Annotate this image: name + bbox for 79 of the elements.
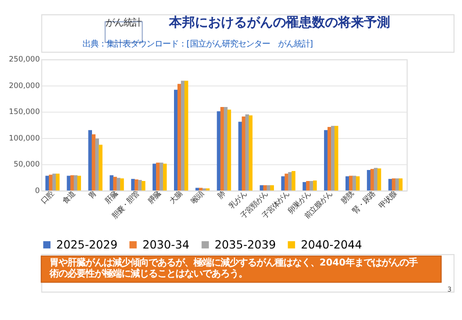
bar <box>284 174 288 190</box>
bar <box>348 176 353 190</box>
bar <box>152 164 156 190</box>
legend-label: 2025-2029 <box>56 238 118 252</box>
chart-title: 本邦におけるがんの罹患数の将来予測 <box>168 14 390 30</box>
bar <box>242 116 246 190</box>
bar <box>52 174 56 190</box>
bar <box>395 178 400 190</box>
bar <box>120 178 124 190</box>
bar <box>263 185 267 190</box>
bar <box>92 134 96 190</box>
bar <box>177 84 182 190</box>
bar <box>328 126 332 190</box>
bar <box>195 188 200 190</box>
bar <box>134 179 138 190</box>
bar <box>98 144 102 190</box>
legend-label: 2040-2044 <box>300 238 362 252</box>
bar <box>56 174 60 190</box>
bar <box>334 126 338 190</box>
bar <box>48 174 53 190</box>
bar <box>292 171 296 190</box>
bar <box>216 111 221 190</box>
bar <box>66 176 71 190</box>
bar <box>95 138 99 190</box>
bar <box>160 162 164 190</box>
bar <box>77 176 82 190</box>
source-note: 出典：集計表ダウンロード：[国立がん研究センター がん統計] <box>82 38 314 48</box>
bar <box>377 168 382 190</box>
text: がん統計 <box>106 17 142 28</box>
bar <box>224 107 228 190</box>
bar <box>366 170 371 190</box>
bar <box>220 107 224 190</box>
bar <box>198 188 203 190</box>
bar <box>266 185 270 190</box>
bar <box>138 180 142 190</box>
bar <box>345 176 350 190</box>
bar <box>398 178 403 190</box>
bar <box>113 176 117 190</box>
bar <box>245 114 250 190</box>
bar <box>116 178 120 190</box>
bar <box>270 185 274 190</box>
bar <box>227 110 232 190</box>
bar <box>184 80 188 190</box>
bar <box>302 182 306 190</box>
bar <box>313 180 317 190</box>
bar <box>392 178 396 190</box>
text: 胃や肝臓がんは減少傾向であるが、極端に減少するがん種はなく、2040年まではがんの手術の必要性が極端に減じることはないであろう。 <box>48 257 418 280</box>
bar <box>131 178 135 190</box>
bar <box>288 172 292 190</box>
bar <box>180 80 185 190</box>
bar <box>331 126 335 190</box>
bar <box>248 115 253 190</box>
bar <box>310 181 314 190</box>
y-tick-label: 100,000 <box>8 133 40 142</box>
bar <box>156 162 160 190</box>
bar <box>45 176 50 190</box>
bar <box>370 168 374 190</box>
bar <box>110 175 114 190</box>
bar <box>356 176 360 190</box>
bar <box>281 176 285 190</box>
bar <box>163 164 167 190</box>
bar <box>174 90 178 190</box>
bar <box>142 181 146 190</box>
bar <box>74 175 78 190</box>
bar <box>388 178 392 190</box>
bar <box>238 122 242 190</box>
y-tick-label: 50,000 <box>14 160 40 169</box>
bar <box>374 168 378 190</box>
legend-label: 2030-34 <box>142 238 190 252</box>
bar <box>260 185 264 190</box>
legend-label: 2035-2039 <box>214 238 276 252</box>
y-tick-label: 250,000 <box>8 54 40 64</box>
bar <box>70 175 74 190</box>
y-tick-label: 200,000 <box>8 80 40 90</box>
bar <box>324 130 328 190</box>
y-tick-label: 150,000 <box>8 107 40 116</box>
bar <box>306 181 310 190</box>
y-tick-label: 0 <box>35 186 40 195</box>
bar <box>352 176 356 190</box>
